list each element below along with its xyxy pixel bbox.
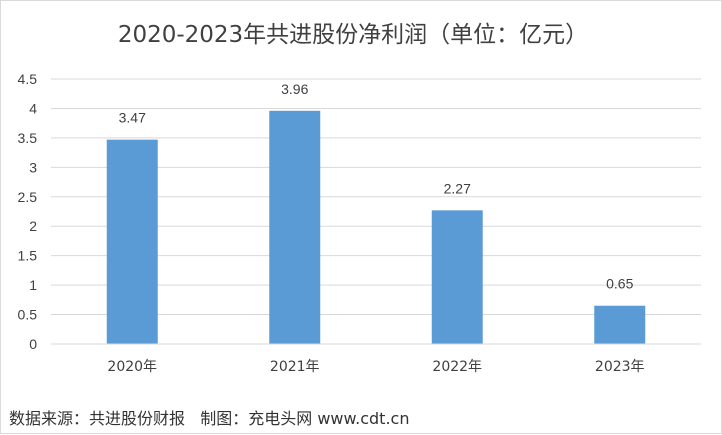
y-tick-label: 0 [29, 336, 37, 352]
bar-1 [106, 139, 158, 344]
data-labels: 3.47 3.96 2.27 0.65 [119, 81, 634, 292]
bar-2 [269, 110, 321, 344]
chart-title: 2020-2023年共进股份净利润（单位：亿元） [117, 22, 589, 48]
y-tick-label: 4 [29, 100, 37, 116]
y-tick-label: 2 [29, 218, 37, 234]
y-tick-label: 0.5 [18, 307, 38, 323]
y-tick-label: 4.5 [18, 71, 38, 87]
x-axis-categories: 2020年 2021年 2022年 2023年 [107, 359, 644, 375]
y-tick-label: 1.5 [18, 248, 38, 264]
data-label-2: 3.96 [281, 81, 308, 97]
y-tick-label: 1 [29, 277, 37, 293]
source-note: 数据来源：共进股份财报 制图：充电头网 www.cdt.cn [9, 409, 410, 428]
x-category-label-1: 2020年 [107, 359, 157, 375]
data-label-3: 2.27 [444, 180, 471, 196]
y-tick-label: 3 [29, 159, 37, 175]
data-label-4: 0.65 [606, 276, 633, 292]
y-tick-label: 2.5 [18, 189, 38, 205]
bar-4 [594, 305, 646, 344]
bar-3 [431, 210, 483, 344]
data-label-1: 3.47 [119, 110, 146, 126]
gridlines [51, 78, 701, 316]
y-axis-ticks: 0 0.5 1 1.5 2 2.5 3 3.5 4 4.5 [18, 71, 38, 352]
bars [106, 110, 646, 344]
x-category-label-4: 2023年 [595, 359, 645, 375]
x-category-label-3: 2022年 [432, 359, 482, 375]
x-category-label-2: 2021年 [270, 359, 320, 375]
y-tick-label: 3.5 [18, 130, 38, 146]
